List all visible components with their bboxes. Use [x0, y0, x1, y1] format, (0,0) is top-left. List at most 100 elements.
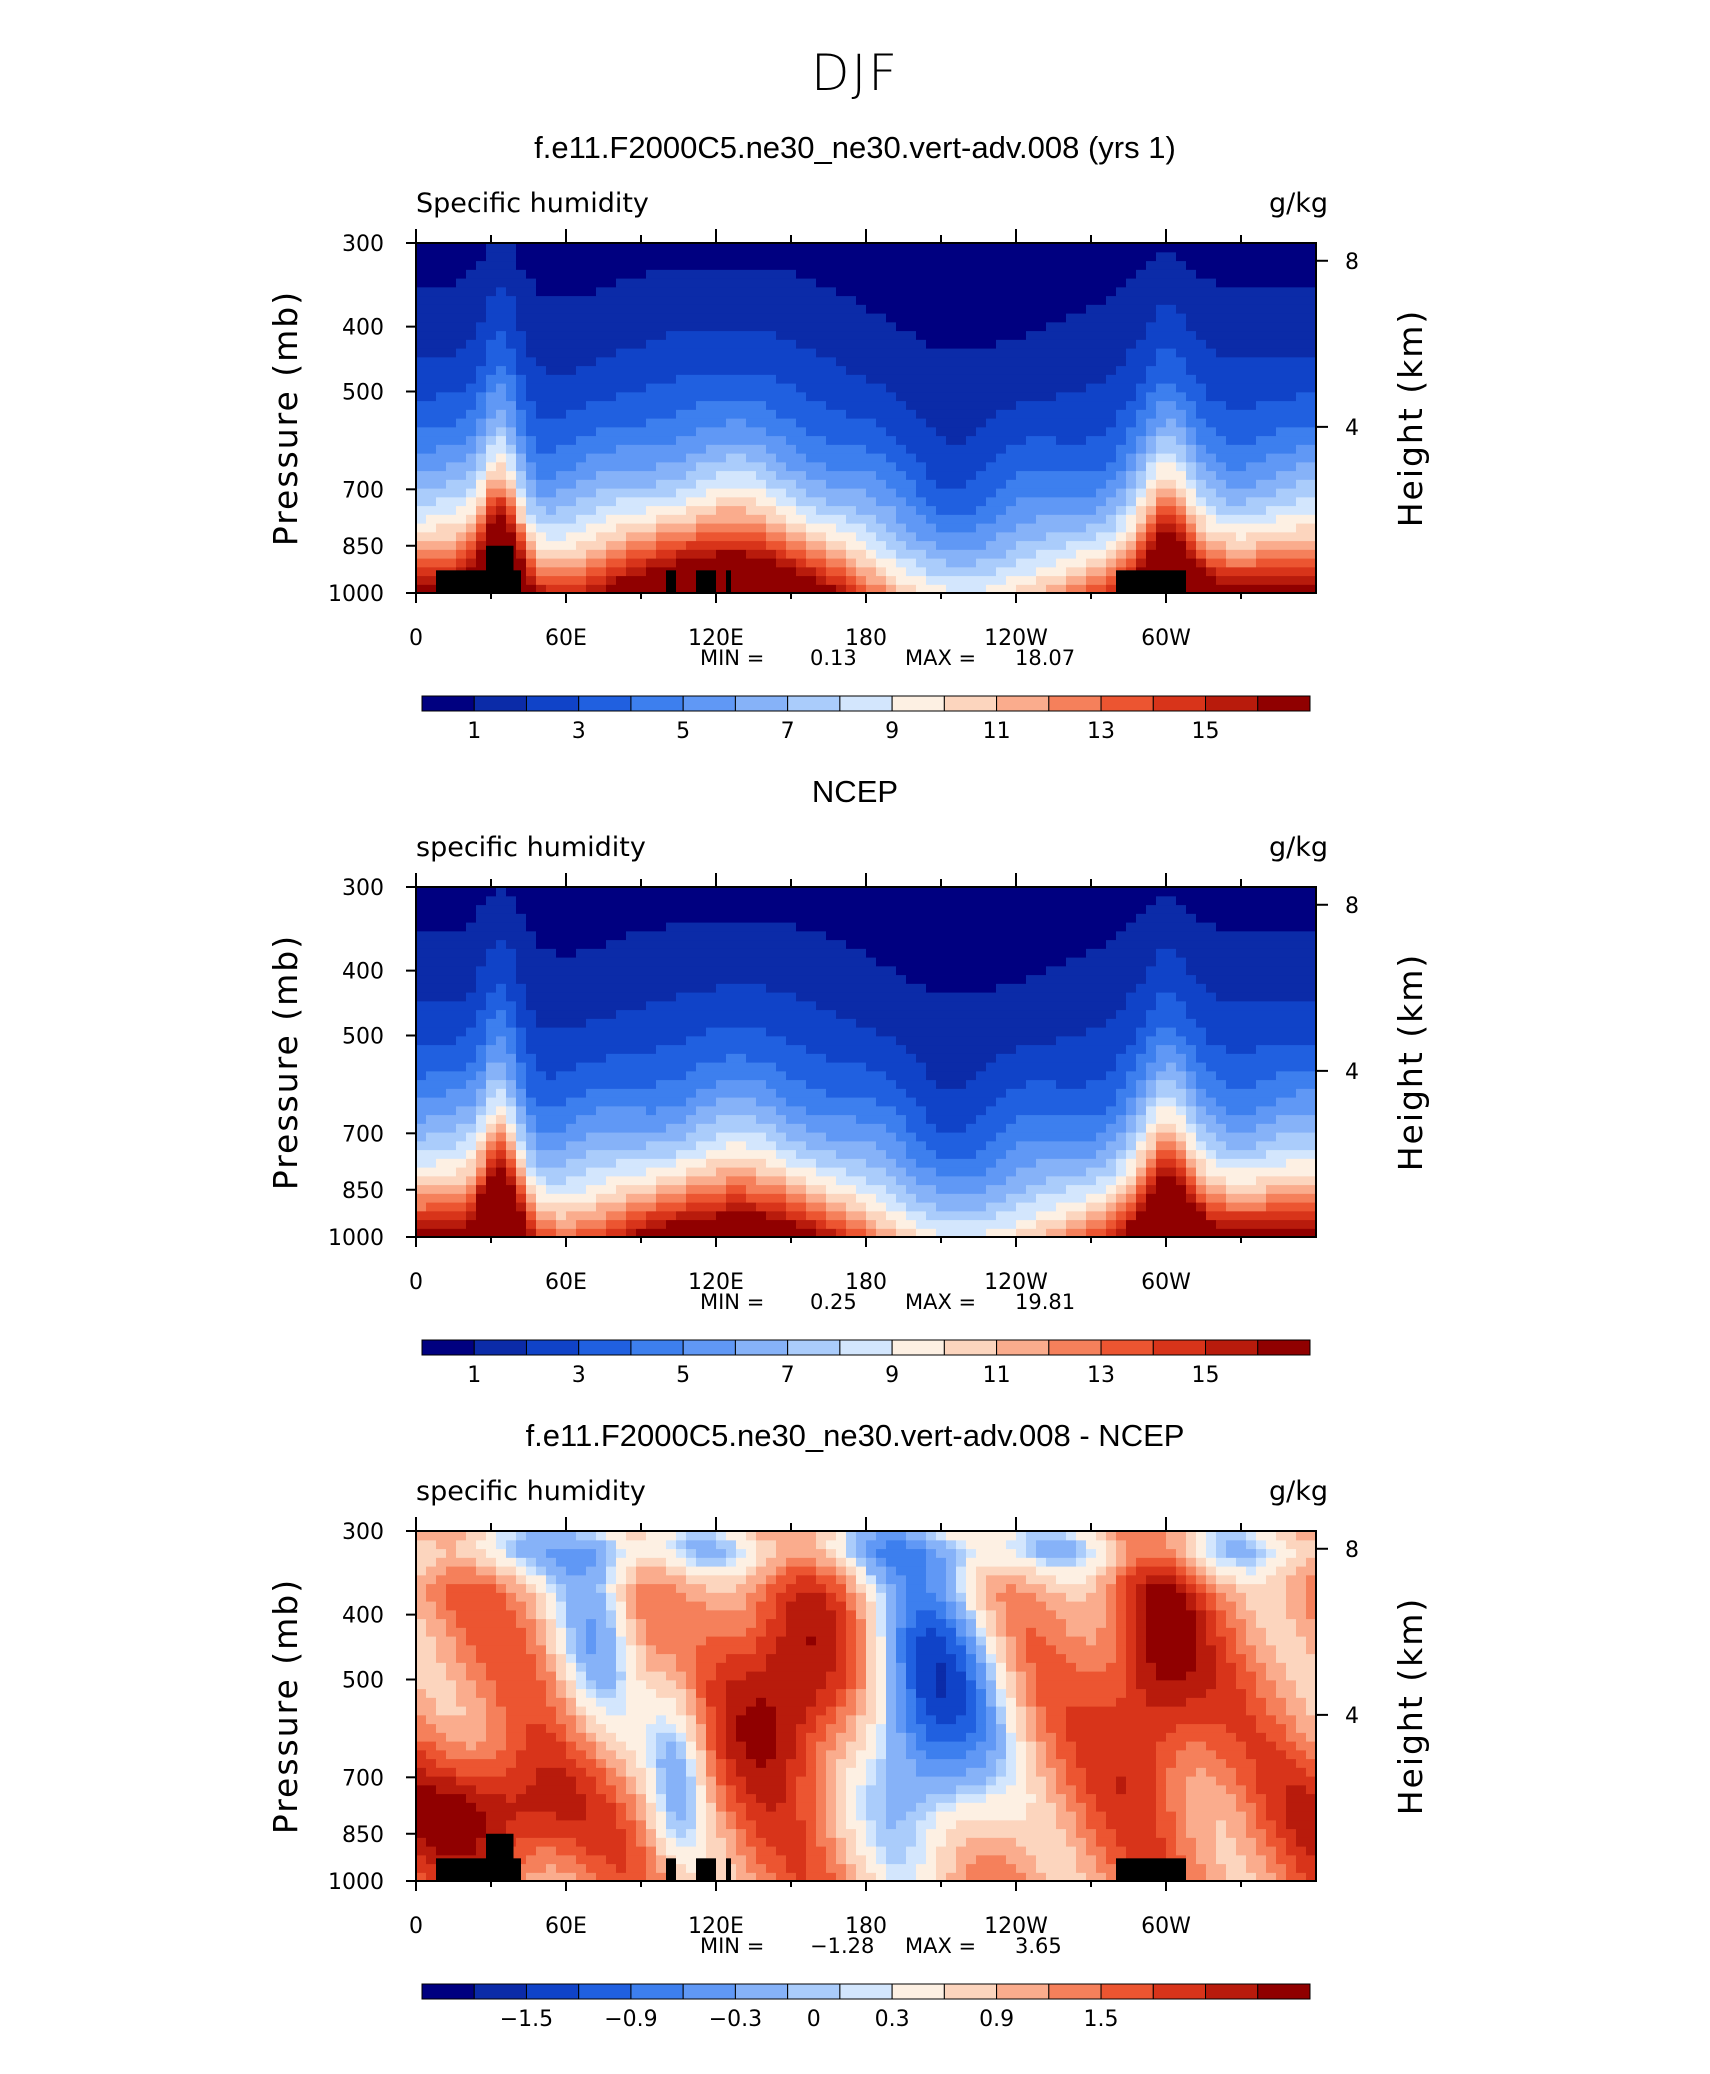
field-cell [776, 418, 787, 428]
field-cell [1146, 339, 1157, 349]
field-cell [906, 391, 917, 402]
field-cell [1256, 260, 1267, 270]
field-cell [1196, 470, 1207, 480]
field-cell [1296, 426, 1307, 437]
field-cell [536, 479, 547, 489]
field-cell [1236, 435, 1247, 445]
field-cell [1116, 514, 1127, 524]
field-cell [586, 1079, 597, 1089]
field-cell [616, 575, 627, 585]
field-cell [1106, 479, 1117, 489]
field-cell [596, 1149, 607, 1159]
field-cell [666, 409, 677, 419]
field-cell [1196, 391, 1207, 402]
field-cell [666, 1018, 677, 1028]
field-cell [846, 435, 857, 445]
field-cell [486, 1210, 497, 1221]
field-cell [816, 444, 827, 454]
field-cell [1046, 470, 1057, 480]
field-cell [466, 939, 477, 949]
field-cell [516, 251, 527, 262]
field-cell [866, 435, 877, 445]
field-cell [536, 435, 547, 445]
field-cell [506, 1132, 517, 1142]
field-cell [626, 1149, 637, 1159]
field-cell [926, 295, 937, 305]
field-cell [536, 1062, 547, 1072]
field-cell [646, 269, 657, 279]
field-cell [626, 453, 637, 463]
field-cell [646, 1149, 657, 1159]
field-cell [486, 948, 497, 958]
field-cell [1076, 286, 1087, 297]
field-cell [916, 383, 927, 393]
field-cell [646, 1202, 657, 1212]
field-cell [546, 426, 557, 437]
field-cell [536, 1228, 547, 1238]
field-cell [626, 330, 637, 340]
field-cell [506, 479, 517, 489]
field-cell [1236, 278, 1247, 288]
field-cell [486, 1062, 497, 1072]
field-cell [1016, 496, 1027, 507]
field-cell [916, 339, 927, 349]
field-cell [1146, 514, 1157, 524]
field-cell [966, 496, 977, 507]
field-cell [1236, 505, 1247, 515]
field-cell [1146, 453, 1157, 463]
field-cell [666, 479, 677, 489]
field-cell [1186, 286, 1197, 297]
field-cell [786, 470, 797, 480]
field-cell [706, 895, 717, 906]
field-cell [996, 339, 1007, 349]
field-cell [1246, 330, 1257, 340]
field-cell [876, 269, 887, 279]
field-cell [1116, 339, 1127, 349]
field-cell [876, 365, 887, 375]
field-cell [526, 1000, 537, 1011]
field-cell [1006, 391, 1017, 402]
field-cell [696, 957, 707, 967]
field-cell [1196, 356, 1207, 367]
field-cell [676, 426, 687, 437]
field-cell [736, 269, 747, 279]
field-cell [866, 470, 877, 480]
field-cell [516, 383, 527, 393]
field-cell [756, 558, 767, 568]
field-cell [556, 479, 567, 489]
field-cell [666, 540, 677, 550]
field-cell [486, 496, 497, 507]
field-cell [596, 1062, 607, 1072]
field-cell [646, 505, 657, 515]
field-cell [716, 1000, 727, 1011]
field-cell [856, 505, 867, 515]
field-cell [466, 922, 477, 932]
field-cell [576, 313, 587, 323]
field-cell [636, 1062, 647, 1072]
field-cell [446, 1158, 457, 1168]
colorbar-box [734, 695, 789, 712]
field-cell [836, 523, 847, 533]
field-cell [686, 304, 697, 314]
field-cell [786, 348, 797, 358]
field-cell [1026, 531, 1037, 542]
field-cell [1036, 584, 1047, 594]
field-cell [1096, 575, 1107, 585]
field-cell [416, 453, 427, 463]
field-cell [436, 321, 447, 332]
field-cell [516, 278, 527, 288]
field-cell [1096, 251, 1107, 262]
field-cell [636, 930, 647, 941]
field-cell [616, 278, 627, 288]
field-cell [486, 1202, 497, 1212]
field-cell [856, 365, 867, 375]
field-cell [1056, 304, 1067, 314]
field-cell [696, 939, 707, 949]
field-cell [666, 304, 677, 314]
field-cell [1076, 304, 1087, 314]
field-cell [516, 356, 527, 367]
field-cell [636, 1053, 647, 1063]
field-cell [476, 304, 487, 314]
field-cell [626, 269, 637, 279]
field-cell [456, 243, 467, 253]
